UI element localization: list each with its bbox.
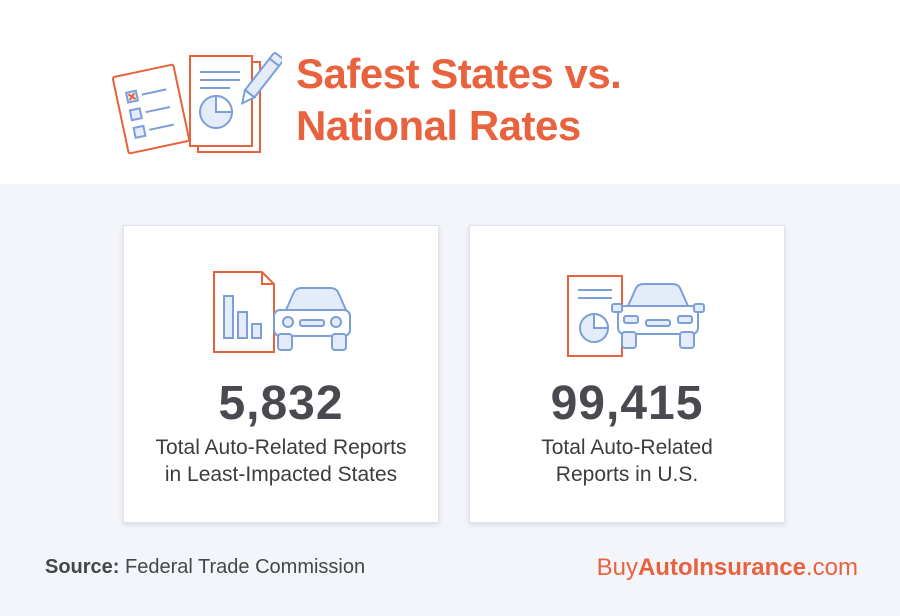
- pie-chart-document-car-icon: [567, 275, 705, 357]
- stat-value: 99,415: [550, 377, 704, 430]
- stat-card-us-total: 99,415 Total Auto-Related Reports in U.S…: [469, 225, 785, 523]
- title-line-1: Safest States vs.: [296, 50, 622, 97]
- stat-caption: Total Auto-Related Reports in U.S.: [470, 434, 784, 488]
- stat-caption-line-2: in Least-Impacted States: [164, 463, 398, 486]
- stat-caption: Total Auto-Related Reports in Least-Impa…: [124, 434, 438, 488]
- stat-caption-line-2: Reports in U.S.: [555, 463, 699, 486]
- bar-chart-document-car-icon: [213, 271, 351, 353]
- source-credit: Source: Federal Trade Commission: [45, 556, 365, 579]
- page-title: Safest States vs. National Rates: [296, 48, 856, 152]
- brand-prefix: Buy: [596, 554, 638, 581]
- title-line-2: National Rates: [296, 102, 581, 149]
- header: Safest States vs. National Rates: [0, 0, 900, 184]
- stat-value: 5,832: [218, 377, 344, 430]
- brand-suffix: .com: [805, 554, 858, 581]
- brand-logo: BuyAutoInsurance.com: [597, 554, 858, 582]
- stat-caption-line-1: Total Auto-Related Reports: [155, 436, 407, 459]
- source-text: Federal Trade Commission: [125, 556, 366, 578]
- brand-bold: AutoInsurance: [637, 554, 806, 581]
- source-label: Source:: [45, 556, 120, 578]
- stat-caption-line-1: Total Auto-Related: [541, 436, 713, 459]
- documents-checklist-pen-icon: [112, 52, 282, 155]
- stat-card-least-impacted: 5,832 Total Auto-Related Reports in Leas…: [123, 225, 439, 523]
